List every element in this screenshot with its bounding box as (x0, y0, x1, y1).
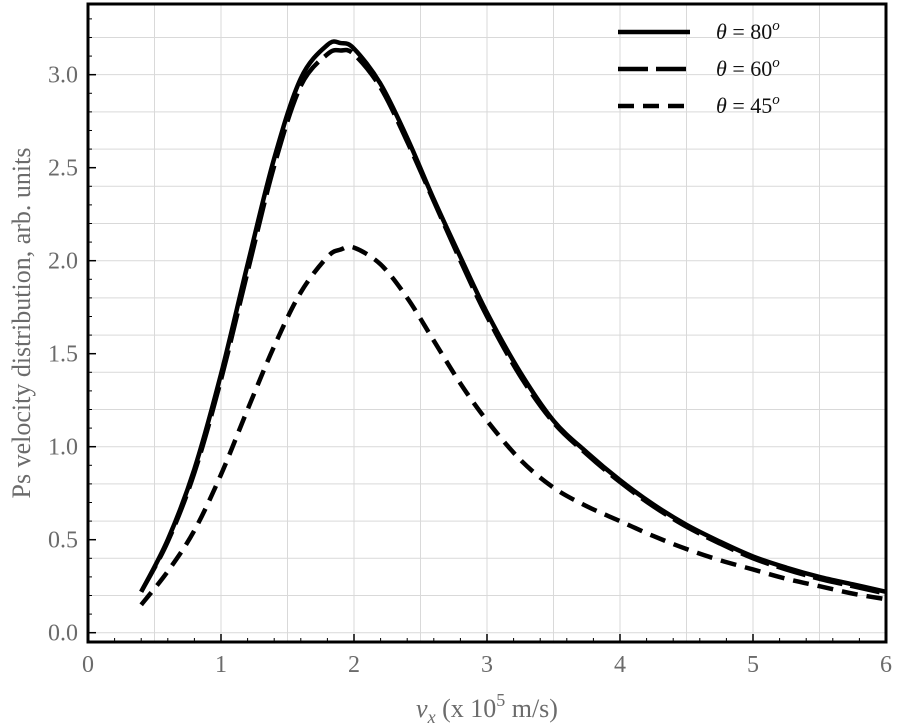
x-axis-title-sub: x (427, 707, 436, 727)
x-tick-label: 4 (614, 652, 626, 678)
y-axis-ticks: 0.0 0.5 1.0 1.5 2.0 2.5 3.0 (48, 18, 96, 647)
y-tick-label: 0.5 (48, 528, 78, 554)
x-axis-title-var: v (416, 694, 428, 723)
y-axis-title: Ps velocity distribution, arb. units (7, 148, 36, 499)
x-tick-label: 6 (880, 652, 892, 678)
x-tick-label: 5 (747, 652, 759, 678)
x-tick-label: 2 (348, 652, 360, 678)
y-tick-label: 3.0 (48, 63, 78, 89)
legend-item-theta-45: θ = 45o (618, 92, 780, 118)
x-tick-label: 3 (481, 652, 493, 678)
legend-item-theta-80: θ = 80o (618, 18, 780, 44)
legend-label: θ = 45o (716, 92, 780, 118)
series-theta-45-line (139, 244, 887, 607)
x-tick-label: 1 (215, 652, 227, 678)
series-theta-60-line (139, 47, 887, 596)
legend-item-theta-60: θ = 60o (618, 55, 780, 81)
plot-frame (86, 2, 888, 644)
series-lines (139, 39, 887, 607)
x-axis-title: vx (x 105 m/s) (416, 690, 558, 727)
x-axis-title-sup: 5 (496, 690, 505, 710)
y-tick-label: 2.5 (48, 156, 78, 182)
legend-label: θ = 60o (716, 55, 780, 81)
y-tick-label: 0.0 (48, 621, 78, 647)
series-theta-80-line (139, 39, 887, 594)
y-tick-label: 1.5 (48, 342, 78, 368)
x-axis-ticks: 0 1 2 3 4 5 6 (82, 634, 892, 678)
legend-label: θ = 80o (716, 18, 780, 44)
legend: θ = 80o θ = 60o θ = 45o (618, 18, 780, 118)
x-axis-title-post: m/s) (505, 694, 558, 723)
y-tick-label: 2.0 (48, 249, 78, 275)
x-axis-title-pre: (x 10 (436, 694, 497, 723)
y-tick-label: 1.0 (48, 435, 78, 461)
x-tick-label: 0 (82, 652, 94, 678)
